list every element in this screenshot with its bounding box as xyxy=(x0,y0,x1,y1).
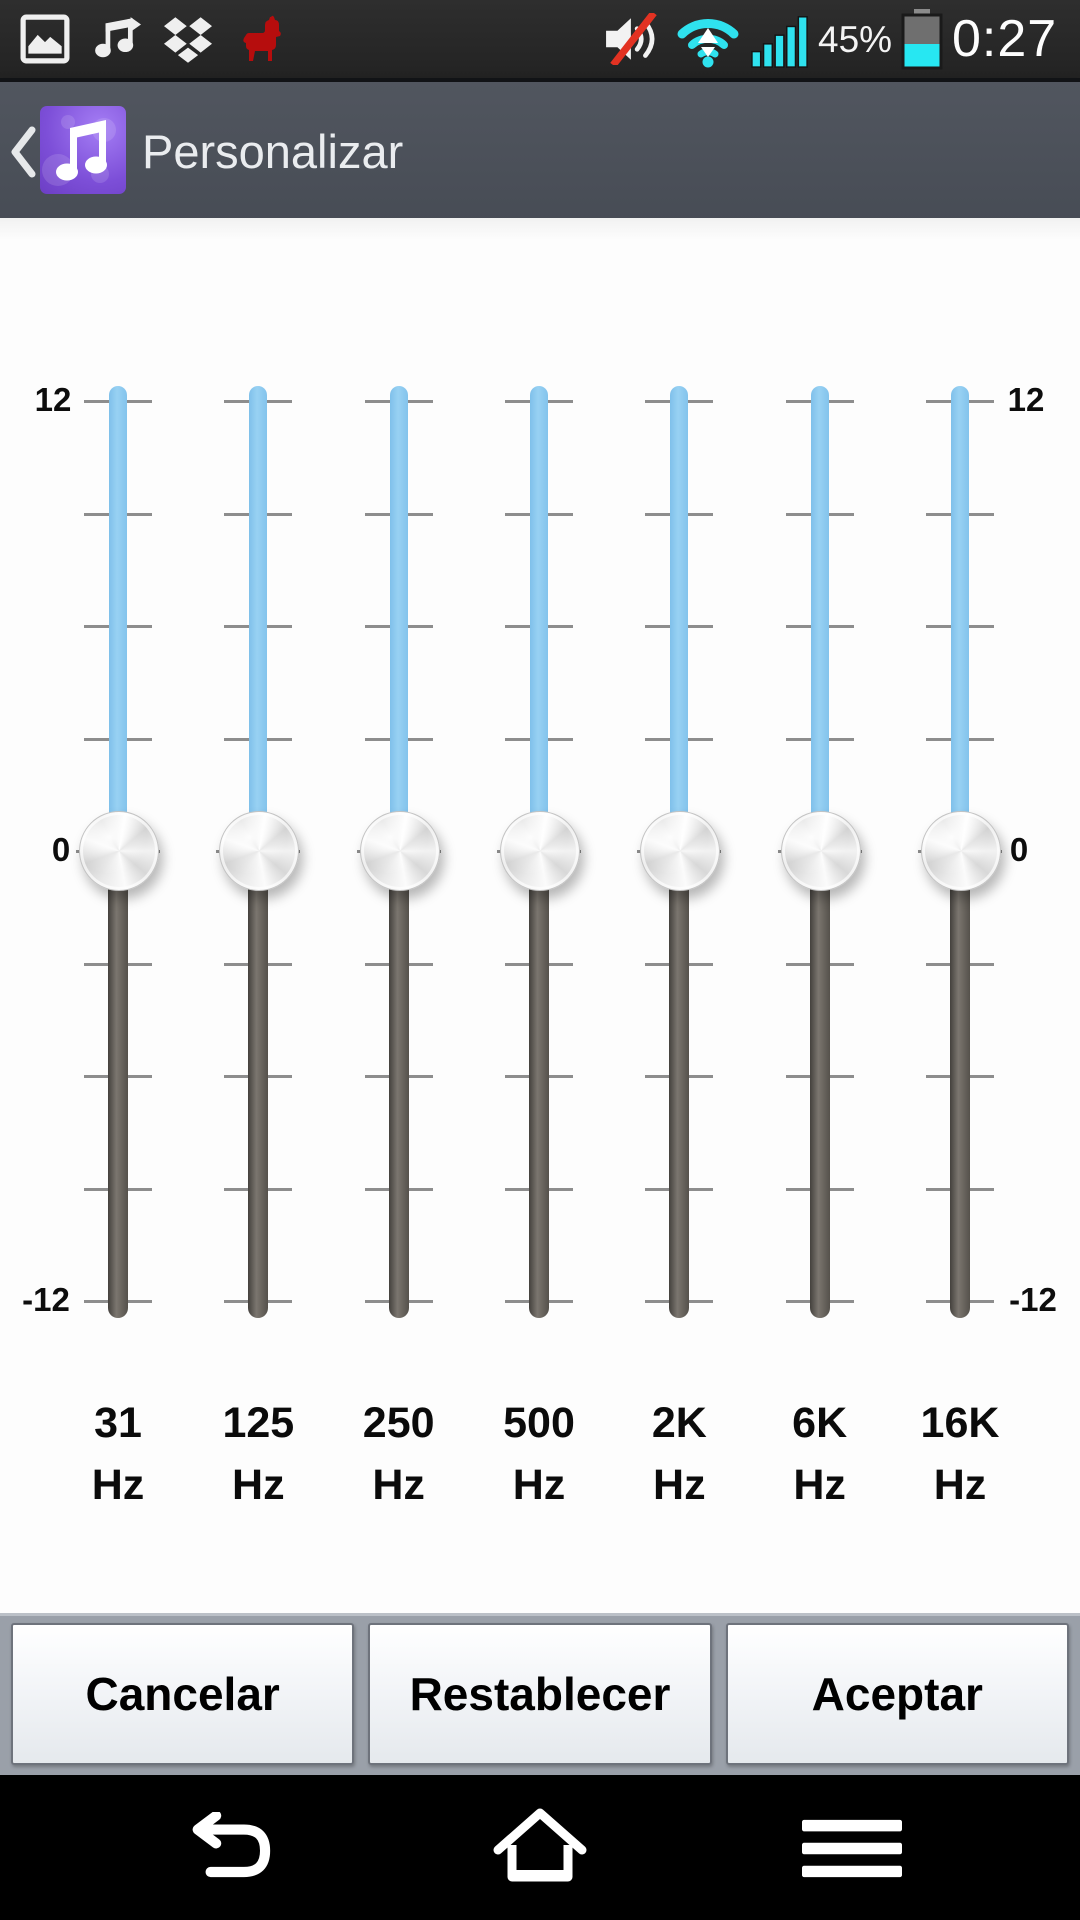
mute-speaker-icon xyxy=(606,13,657,65)
band-frequency-unit: Hz xyxy=(372,1461,425,1509)
wifi-icon xyxy=(677,19,739,68)
eq-slider-track-inactive[interactable] xyxy=(528,850,549,1318)
scale-zero-label-right: 0 xyxy=(1009,831,1029,868)
signal-strength-icon xyxy=(751,16,808,68)
eq-slider-track-active[interactable] xyxy=(109,386,127,850)
band-frequency-label: 500 Hz xyxy=(469,1392,609,1516)
band-frequency-unit: Hz xyxy=(91,1461,145,1509)
scale-min-label-left: -12 xyxy=(22,1281,70,1318)
eq-slider-track-active[interactable] xyxy=(529,386,548,850)
eq-slider-track-inactive[interactable] xyxy=(669,850,690,1318)
home-icon[interactable] xyxy=(440,1775,640,1920)
band-frequency-value: 125 xyxy=(222,1399,295,1447)
accept-button[interactable]: Aceptar xyxy=(725,1623,1069,1765)
band-frequency-label: 31 Hz xyxy=(48,1392,188,1516)
band-frequency-label: 16K Hz xyxy=(890,1392,1030,1516)
page-title: Personalizar xyxy=(142,125,404,178)
eq-slider-track-inactive[interactable] xyxy=(949,850,970,1318)
eq-slider-track-inactive[interactable] xyxy=(809,850,830,1318)
scale-min-label-right: -12 xyxy=(1009,1281,1057,1318)
band-frequency-unit: Hz xyxy=(512,1461,566,1509)
llama-icon xyxy=(243,15,281,61)
scale-zero-label-left: 0 xyxy=(51,831,71,868)
band-frequency-label: 6K Hz xyxy=(750,1392,890,1516)
band-frequency-unit: Hz xyxy=(232,1461,285,1509)
dropbox-icon xyxy=(164,17,212,63)
reset-button[interactable]: Restablecer xyxy=(368,1623,712,1765)
band-frequency-value: 31 xyxy=(94,1399,142,1447)
eq-slider-track-active[interactable] xyxy=(389,386,408,850)
band-frequency-label: 250 Hz xyxy=(329,1392,469,1516)
eq-slider-track-inactive[interactable] xyxy=(108,850,128,1318)
header: Personalizar xyxy=(0,78,1080,222)
music-note-icon xyxy=(40,106,126,194)
back-icon[interactable] xyxy=(130,1775,330,1920)
band-frequency-value: 250 xyxy=(362,1399,435,1447)
dialog-button-bar: Cancelar Restablecer Aceptar xyxy=(0,1613,1080,1775)
gallery-icon xyxy=(20,14,70,64)
eq-slider-knob[interactable] xyxy=(219,811,300,891)
eq-slider-track-active[interactable] xyxy=(249,386,268,850)
cancel-button[interactable]: Cancelar xyxy=(11,1623,355,1765)
android-nav-bar xyxy=(0,1775,1080,1920)
clock: 0:27 xyxy=(952,10,1058,68)
band-frequency-value: 2K xyxy=(651,1399,707,1447)
scale-max-label-right: 12 xyxy=(1007,381,1045,418)
status-bar: 45% 0:27 xyxy=(0,0,1080,78)
eq-slider-track-inactive[interactable] xyxy=(388,850,409,1318)
band-frequency-label: 125 Hz xyxy=(188,1392,328,1516)
battery-icon xyxy=(901,9,943,70)
eq-slider-knob[interactable] xyxy=(640,811,721,891)
scale-max-label-left: 12 xyxy=(34,381,72,418)
eq-slider-knob[interactable] xyxy=(79,811,159,891)
eq-slider-track-active[interactable] xyxy=(670,386,689,850)
eq-slider-track-active[interactable] xyxy=(950,386,969,850)
back-chevron-icon[interactable] xyxy=(8,124,38,180)
band-frequency-unit: Hz xyxy=(653,1461,706,1509)
band-frequency-value: 500 xyxy=(503,1399,575,1447)
band-frequency-unit: Hz xyxy=(793,1461,846,1509)
band-frequency-value: 6K xyxy=(792,1399,848,1447)
eq-slider-track-inactive[interactable] xyxy=(248,850,269,1318)
eq-slider-knob[interactable] xyxy=(920,811,1001,891)
music-playlist-icon xyxy=(95,17,141,58)
eq-slider-track-active[interactable] xyxy=(810,386,829,850)
eq-slider-knob[interactable] xyxy=(499,811,580,891)
band-frequency-unit: Hz xyxy=(933,1461,987,1509)
band-frequency-value: 16K xyxy=(920,1399,1000,1447)
band-frequency-label: 2K Hz xyxy=(609,1392,749,1516)
eq-slider-knob[interactable] xyxy=(780,811,861,891)
eq-slider-knob[interactable] xyxy=(359,811,440,891)
battery-percent-label: 45% xyxy=(818,19,893,60)
menu-icon[interactable] xyxy=(752,1775,952,1920)
equalizer-panel: 31 Hz 125 Hz 250 Hz 500 Hz 2K Hz 6K Hz 16K Hz 12 0 -1… xyxy=(0,218,1080,1613)
